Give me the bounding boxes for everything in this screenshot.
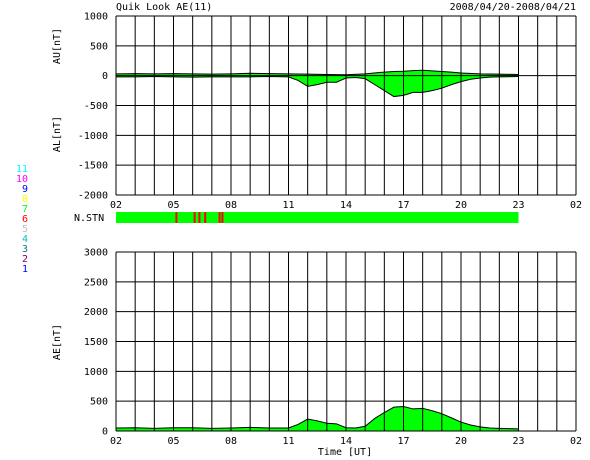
x-tick-label: 17 (397, 436, 409, 447)
x-tick-label: 14 (340, 200, 352, 211)
station-count-legend-entry: 3 (22, 244, 28, 255)
y-tick-label: 0 (102, 71, 108, 82)
x-tick-label: 23 (512, 200, 524, 211)
y-tick-label: -1500 (78, 161, 108, 172)
y-tick-label: 2500 (84, 277, 108, 288)
station-count-marker (221, 212, 224, 223)
station-count-label: N.STN (74, 213, 104, 224)
station-count-marker (218, 212, 221, 223)
al-axis-label: AL[nT] (52, 116, 63, 152)
ae-line (115, 406, 519, 430)
x-tick-label: 08 (225, 436, 237, 447)
y-tick-label: 500 (90, 397, 108, 408)
x-tick-label: 05 (167, 200, 179, 211)
station-count-marker (175, 212, 178, 223)
x-tick-label: 11 (282, 436, 294, 447)
station-count-legend-entry: 10 (16, 174, 28, 185)
y-tick-label: 3000 (84, 248, 108, 259)
al-line (116, 76, 519, 98)
chart-title: Quik Look AE(11) (116, 2, 212, 13)
x-tick-label: 02 (570, 200, 582, 211)
station-count-legend-entry: 4 (22, 234, 28, 245)
station-count-legend-entry: 8 (22, 194, 28, 205)
station-count-legend-entry: 7 (22, 204, 28, 215)
x-tick-label: 02 (110, 200, 122, 211)
station-count-legend-entry: 5 (22, 224, 28, 235)
x-tick-label: 20 (455, 436, 467, 447)
station-count-legend-entry: 11 (16, 164, 28, 175)
y-tick-label: 1500 (84, 337, 108, 348)
y-tick-label: 1000 (84, 12, 108, 23)
station-count-strip: N.STN (74, 212, 519, 224)
station-count-marker (193, 212, 196, 223)
y-tick-label: 500 (90, 41, 108, 52)
y-tick-label: -2000 (78, 191, 108, 202)
y-tick-label: 0 (102, 427, 108, 438)
station-count-legend-entry: 2 (22, 254, 28, 265)
station-count-legend-entry: 9 (22, 184, 28, 195)
station-count-marker (198, 212, 201, 223)
au-line (115, 69, 519, 76)
y-tick-label: -500 (84, 101, 108, 112)
x-tick-label: 17 (397, 200, 409, 211)
x-tick-label: 20 (455, 200, 467, 211)
x-tick-label: 08 (225, 200, 237, 211)
x-tick-label: 02 (110, 436, 122, 447)
x-tick-label: 11 (282, 200, 294, 211)
y-tick-label: -1000 (78, 131, 108, 142)
y-tick-label: 1000 (84, 367, 108, 378)
station-count-legend-entry: 6 (22, 214, 28, 225)
date-range: 2008/04/20-2008/04/21 (450, 2, 576, 13)
ae-axis-label: AE[nT] (52, 324, 63, 360)
x-axis-label: Time [UT] (318, 447, 372, 458)
x-tick-label: 02 (570, 436, 582, 447)
x-tick-label: 14 (340, 436, 352, 447)
al-area (116, 75, 519, 97)
station-count-marker (204, 212, 207, 223)
station-count-bar (116, 212, 519, 223)
y-tick-label: 2000 (84, 307, 108, 318)
au-axis-label: AU[nT] (52, 28, 63, 64)
station-count-legend-entry: 1 (22, 264, 28, 275)
ae-area (116, 406, 519, 431)
x-tick-label: 23 (512, 436, 524, 447)
x-tick-label: 05 (167, 436, 179, 447)
